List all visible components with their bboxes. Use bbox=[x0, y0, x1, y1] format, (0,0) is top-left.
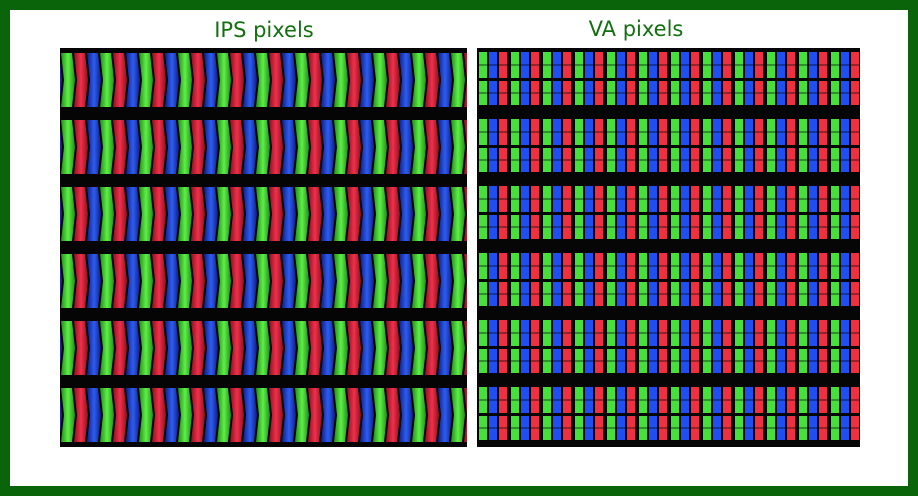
panel-title: IPS pixels bbox=[214, 18, 314, 42]
va-pixel-photo bbox=[477, 48, 860, 447]
ips-pixel-photo bbox=[60, 48, 467, 447]
panel-title: VA pixels bbox=[589, 17, 684, 41]
